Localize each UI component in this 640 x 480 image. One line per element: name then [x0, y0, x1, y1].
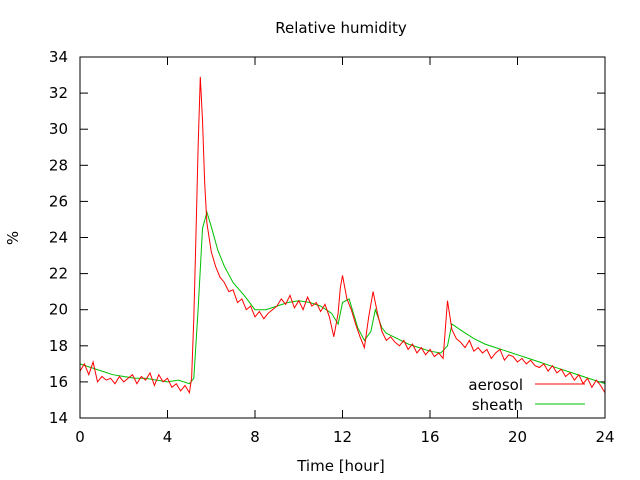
y-axis-label: % [4, 231, 22, 245]
y-tick-label: 26 [49, 192, 68, 210]
x-tick-label: 24 [595, 428, 614, 446]
y-tick-label: 14 [49, 409, 68, 427]
y-tick-label: 30 [49, 120, 68, 138]
plot-frame [79, 56, 606, 419]
x-tick-label: 0 [75, 428, 85, 446]
legend: aerosol sheath [468, 376, 585, 414]
chart-title: Relative humidity [275, 19, 407, 37]
x-tick-label: 16 [420, 428, 439, 446]
y-tick-label: 20 [49, 301, 68, 319]
x-tick-label: 4 [163, 428, 173, 446]
series-layer [79, 76, 606, 395]
axis-ticks: 14 16 18 20 22 24 26 28 30 32 34 0 4 8 12 16 20 24 [49, 48, 615, 446]
x-tick-label: 20 [508, 428, 527, 446]
series-line-sheath [79, 210, 606, 385]
y-tick-label: 32 [49, 84, 68, 102]
y-tick-label: 34 [49, 48, 68, 66]
x-tick-label: 12 [333, 428, 352, 446]
x-axis-label: Time [hour] [296, 457, 385, 475]
series-line-aerosol [79, 76, 606, 395]
legend-label-sheath: sheath [472, 396, 523, 414]
y-tick-label: 18 [49, 337, 68, 355]
y-tick-label: 16 [49, 373, 68, 391]
y-tick-label: 24 [49, 229, 68, 247]
x-tick-label: 8 [250, 428, 260, 446]
y-tick-label: 28 [49, 156, 68, 174]
y-tick-label: 22 [49, 265, 68, 283]
legend-label-aerosol: aerosol [468, 376, 523, 394]
